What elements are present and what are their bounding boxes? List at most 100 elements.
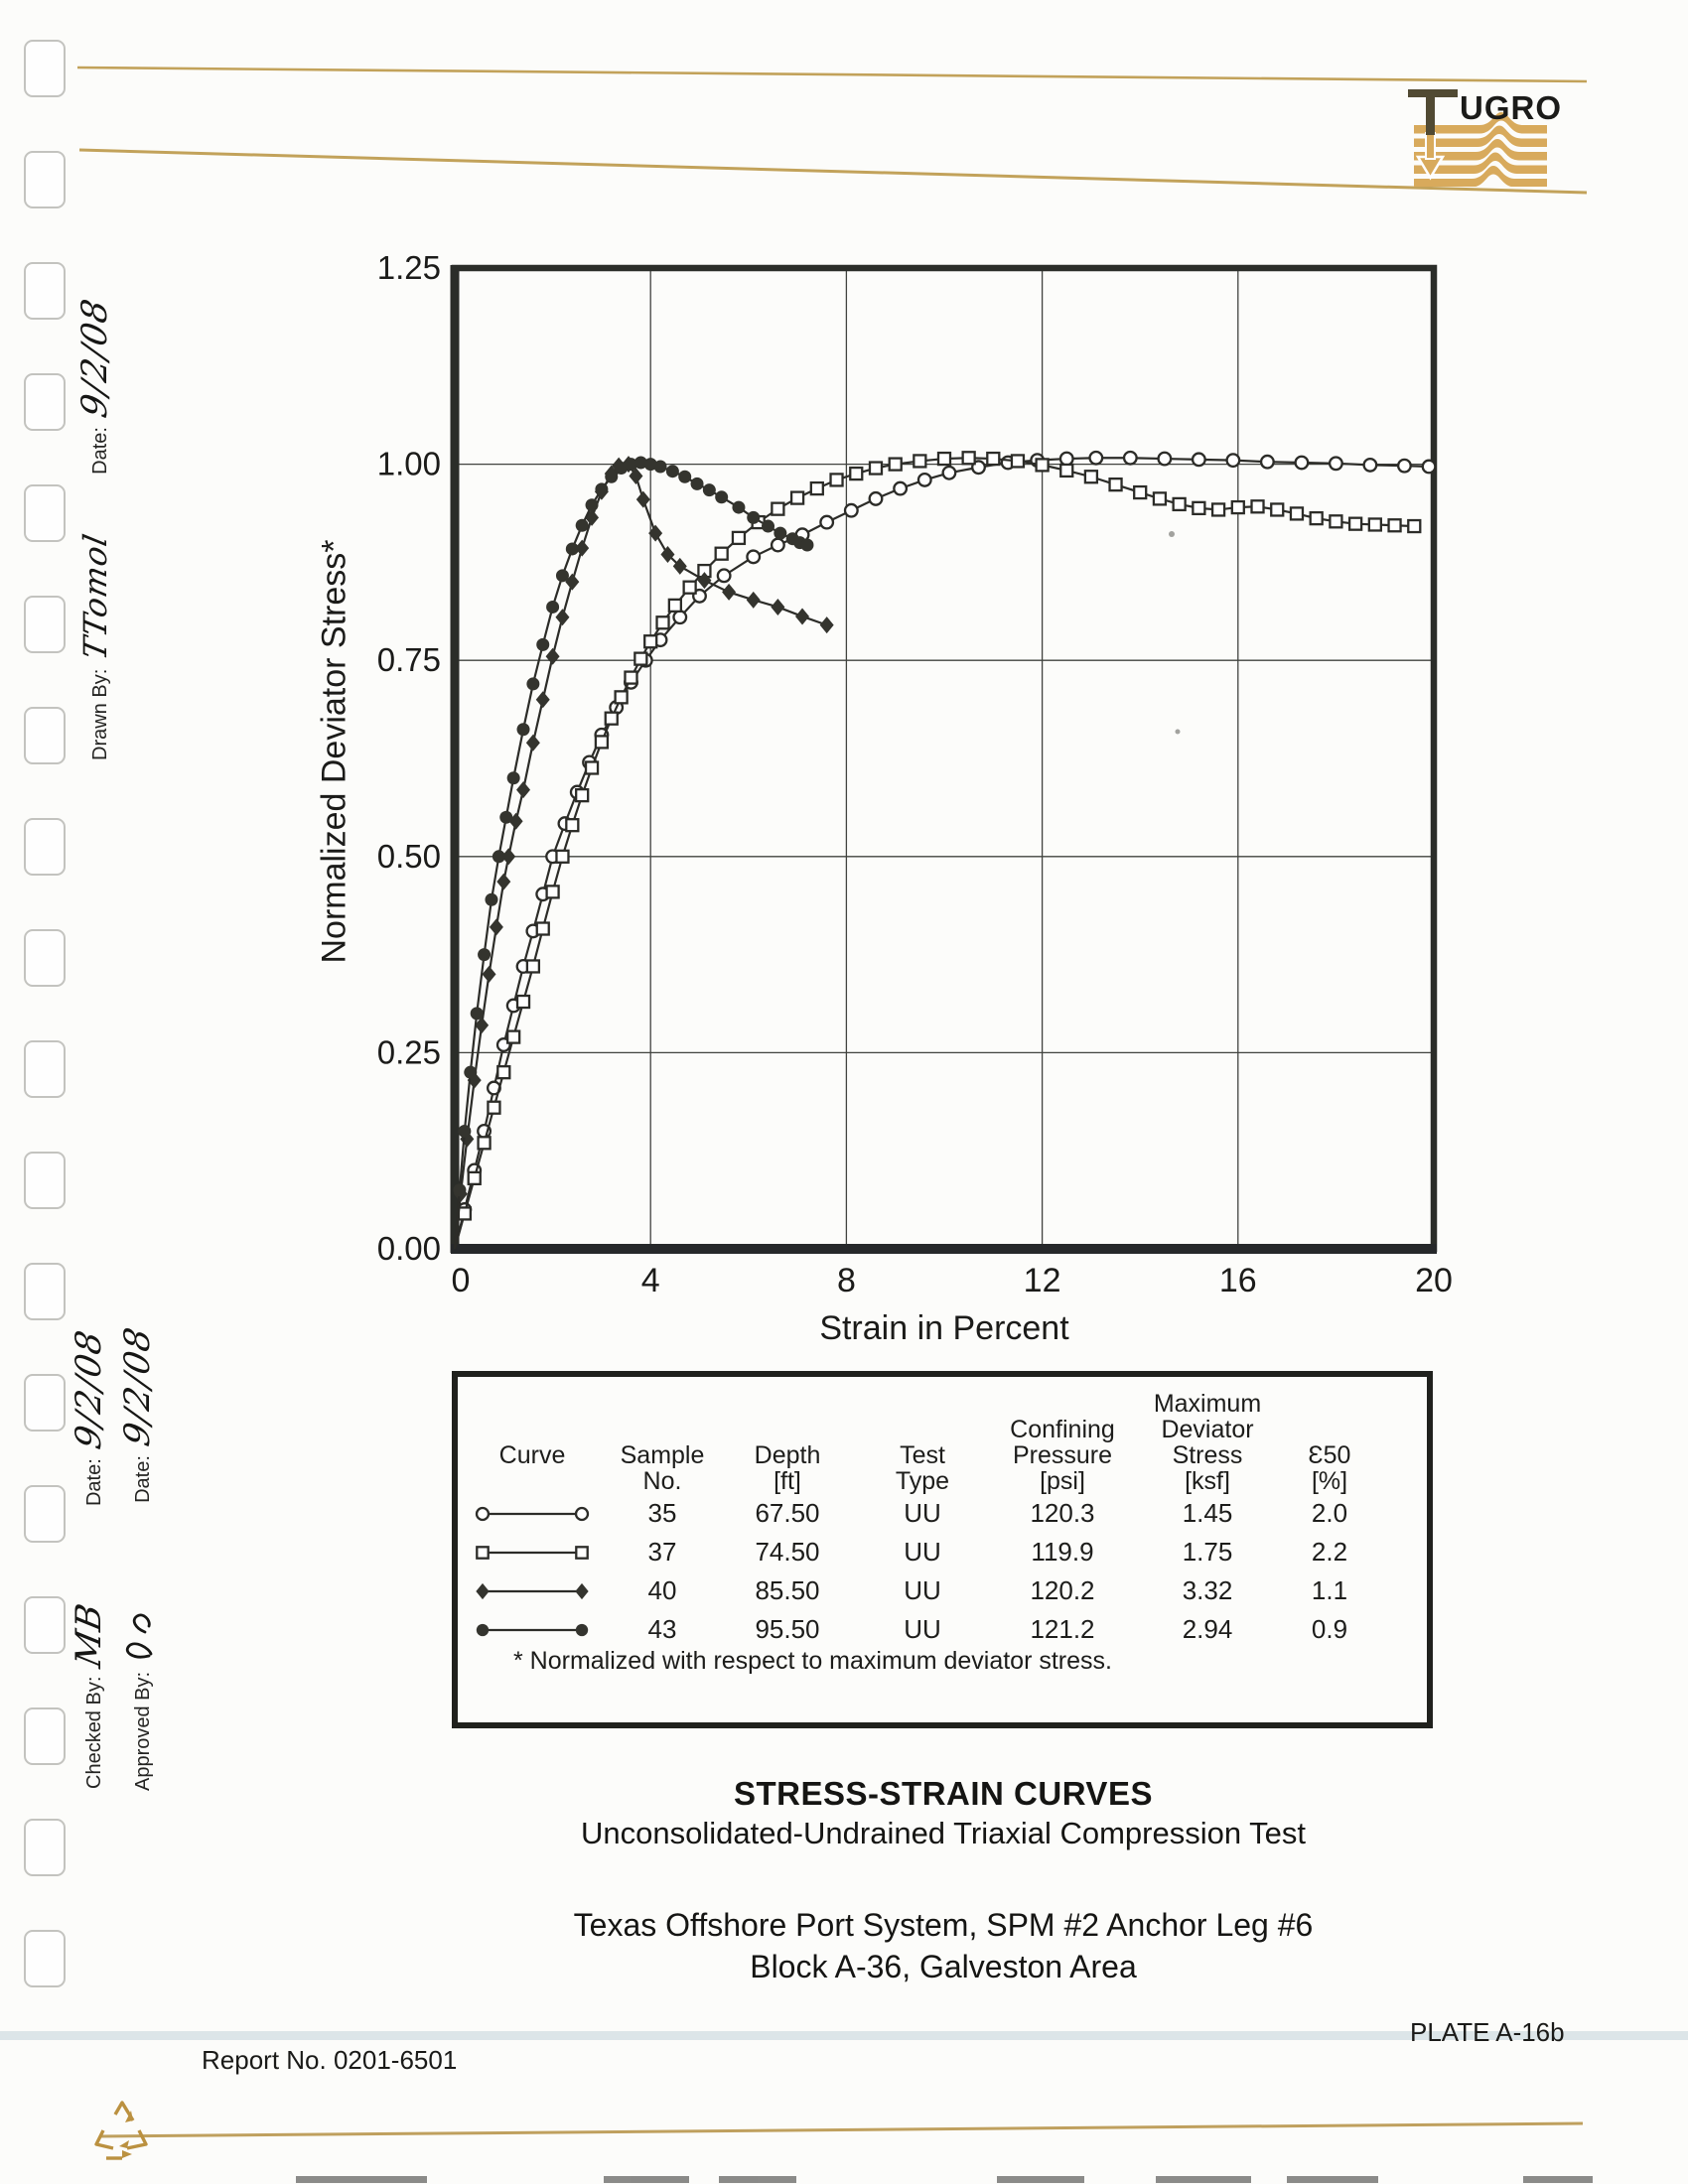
table-cell: 40 xyxy=(647,1575,677,1605)
table-cell: 85.50 xyxy=(755,1575,820,1605)
plate-title: STRESS-STRAIN CURVES xyxy=(734,1775,1153,1812)
legend-table: Curve Sample No. Depth [ft] Test Type Confinin… xyxy=(452,1371,1433,1728)
punch-hole xyxy=(24,151,66,208)
table-cell: 2.0 xyxy=(1311,1498,1348,1528)
x-tick-label: 20 xyxy=(1415,1262,1453,1299)
table-cell: 2.94 xyxy=(1182,1614,1233,1644)
table-cell: 1.45 xyxy=(1182,1498,1233,1528)
plate-subtitle: Unconsolidated-Undrained Triaxial Compre… xyxy=(580,1816,1306,1850)
table-cell: 120.3 xyxy=(1030,1498,1095,1528)
punch-hole xyxy=(24,1152,66,1209)
punch-hole xyxy=(24,484,66,542)
table-cell: UU xyxy=(904,1614,941,1644)
table-cell: UU xyxy=(904,1575,941,1605)
legend-table-header: Curve Sample No. Depth [ft] Test Type Confinin… xyxy=(458,1387,1427,1494)
grid xyxy=(455,268,1434,1249)
punch-hole xyxy=(24,1707,66,1765)
drawn-by-label: Drawn By: xyxy=(89,668,111,760)
punch-hole xyxy=(24,1040,66,1098)
project-title: Texas Offshore Port System, SPM #2 Ancho… xyxy=(573,1907,1314,1943)
x-tick-label: 0 xyxy=(452,1262,471,1299)
table-cell: 0.9 xyxy=(1311,1614,1348,1644)
y-tick-label: 0.25 xyxy=(377,1033,441,1070)
x-tick-label: 16 xyxy=(1219,1262,1257,1299)
table-cell: 121.2 xyxy=(1030,1614,1095,1644)
punch-hole xyxy=(24,1263,66,1320)
approved-by-label: Approved By: xyxy=(132,1671,154,1791)
y-tick-label: 0.00 xyxy=(377,1230,441,1267)
plate-number: PLATE A-16b xyxy=(1410,2017,1565,2047)
table-column-header: Confining Pressure [psi] xyxy=(1010,1416,1115,1495)
checked-date-value: 9/2/08 xyxy=(70,1326,109,1453)
table-footnote: * Normalized with respect to maximum dev… xyxy=(513,1647,1112,1675)
punch-hole xyxy=(24,1819,66,1876)
recycle-icon xyxy=(94,2101,148,2160)
punch-hole xyxy=(24,1596,66,1654)
drawn-date-value: 9/2/08 xyxy=(75,295,115,422)
table-cell: 1.75 xyxy=(1182,1537,1233,1567)
y-tick-label: 1.00 xyxy=(377,446,441,482)
punch-hole xyxy=(24,373,66,431)
checked-date-label: Date: xyxy=(83,1458,105,1507)
table-column-header: Maximum Deviator Stress [ksf] xyxy=(1153,1390,1262,1495)
series-sample-35 xyxy=(453,450,1437,1250)
approved-by-block: Approved By: Date: 9/2/08 xyxy=(113,1323,158,1791)
logo-f-stem xyxy=(1426,89,1435,135)
x-tick-label: 12 xyxy=(1024,1262,1061,1299)
y-tick-label: 0.50 xyxy=(377,838,441,875)
table-column-header: Depth [ft] xyxy=(754,1441,821,1495)
top-rule-2 xyxy=(78,148,1588,195)
punch-hole xyxy=(24,596,66,653)
punch-hole xyxy=(24,40,66,97)
table-cell: 1.1 xyxy=(1311,1575,1348,1605)
punch-hole xyxy=(24,929,66,987)
drawn-by-block: Drawn By: TTomol Date: 9/2/08 xyxy=(75,295,115,760)
y-tick-label: 0.75 xyxy=(377,641,441,678)
y-tick-label: 1.25 xyxy=(377,249,441,286)
curve-sample-icon xyxy=(458,1504,607,1524)
table-cell: 74.50 xyxy=(755,1537,820,1567)
project-location: Block A-36, Galveston Area xyxy=(750,1949,1137,1984)
table-cell: 95.50 xyxy=(755,1614,820,1644)
table-cell: 37 xyxy=(647,1537,677,1567)
table-row: 37 74.50 UU 119.9 1.75 2.2 xyxy=(458,1533,1427,1571)
logo-stripes xyxy=(1414,112,1547,187)
table-column-header: Test Type xyxy=(895,1441,950,1495)
punch-hole xyxy=(24,1485,66,1543)
table-row: 35 67.50 UU 120.3 1.45 2.0 xyxy=(458,1494,1427,1533)
table-cell: 119.9 xyxy=(1031,1537,1094,1567)
table-column-header: Curve xyxy=(498,1441,566,1469)
punch-hole xyxy=(24,707,66,764)
table-column-header: Sample No. xyxy=(620,1441,705,1495)
tick-labels: 0 4 8 12 16 20 0.00 0.25 0.50 0.75 1.00 1.25 xyxy=(377,249,1453,1299)
scan-band xyxy=(0,2031,1688,2040)
punch-hole xyxy=(24,818,66,876)
table-cell: 2.2 xyxy=(1311,1537,1348,1567)
drawn-by-value: TTomol xyxy=(76,529,114,663)
fugro-logo: UGRO xyxy=(1408,89,1562,187)
x-axis-title: Strain in Percent xyxy=(819,1309,1069,1347)
series-sample-40 xyxy=(453,456,834,1250)
table-cell: 120.2 xyxy=(1030,1575,1095,1605)
table-cell: 43 xyxy=(647,1614,677,1644)
scan-smudges xyxy=(296,2176,1593,2183)
scan-specks xyxy=(1169,531,1181,735)
plot-frame xyxy=(450,264,1438,1254)
fugro-logo-letters: UGRO xyxy=(1460,89,1562,126)
curve-sample-icon xyxy=(458,1620,607,1640)
table-cell: 67.50 xyxy=(755,1498,820,1528)
checked-by-value: MB xyxy=(70,1598,109,1671)
curve-sample-icon xyxy=(458,1543,607,1563)
legend-table-rows: 35 67.50 UU 120.3 1.45 2.0 37 74.50 UU 119.9 1.75 2… xyxy=(458,1494,1427,1649)
checked-by-label: Checked By: xyxy=(83,1676,105,1789)
punch-hole xyxy=(24,1374,66,1432)
table-cell: 35 xyxy=(647,1498,677,1528)
table-column-header: Ɛ50 [%] xyxy=(1308,1441,1351,1495)
drawn-date-label: Date: xyxy=(89,427,111,475)
table-row: 43 95.50 UU 121.2 2.94 0.9 xyxy=(458,1610,1427,1649)
approved-date-label: Date: xyxy=(132,1455,154,1503)
x-tick-label: 4 xyxy=(641,1262,660,1299)
approved-by-signature xyxy=(125,1613,153,1659)
series-sample-37 xyxy=(453,451,1422,1250)
